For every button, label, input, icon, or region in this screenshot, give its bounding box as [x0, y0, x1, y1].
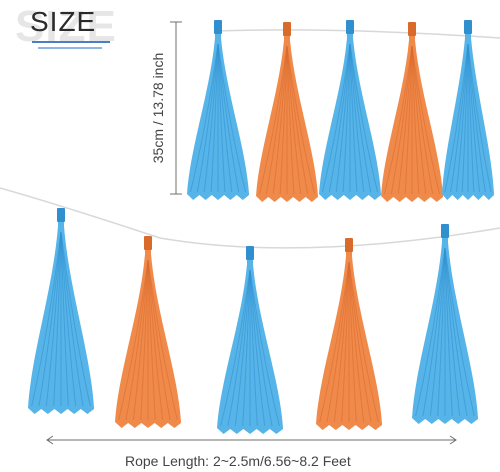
tassel-blue-0	[187, 20, 249, 200]
top-garland	[187, 20, 494, 202]
tassel-blue-4	[412, 224, 478, 424]
rope-length-measure	[46, 435, 457, 445]
bottom-garland	[28, 208, 478, 434]
title-underline	[32, 41, 110, 43]
tassel-orange-1	[115, 236, 181, 428]
tassel-orange-3	[381, 22, 443, 202]
size-title: SIZE	[30, 6, 97, 37]
rope-length-label: Rope Length: 2~2.5m/6.56~8.2 Feet	[125, 453, 351, 469]
height-measure	[170, 21, 182, 195]
top-rope	[214, 29, 500, 39]
tassel-blue-0	[28, 208, 94, 414]
bottom-rope	[0, 187, 500, 249]
tassel-blue-4	[442, 20, 494, 200]
tassel-orange-1	[256, 22, 318, 202]
tassel-blue-2	[217, 246, 283, 434]
title-underline-secondary	[38, 47, 102, 49]
height-dimension-label: 35cm / 13.78 inch	[150, 52, 166, 164]
tassel-blue-2	[319, 20, 381, 200]
tassel-orange-3	[316, 238, 382, 430]
